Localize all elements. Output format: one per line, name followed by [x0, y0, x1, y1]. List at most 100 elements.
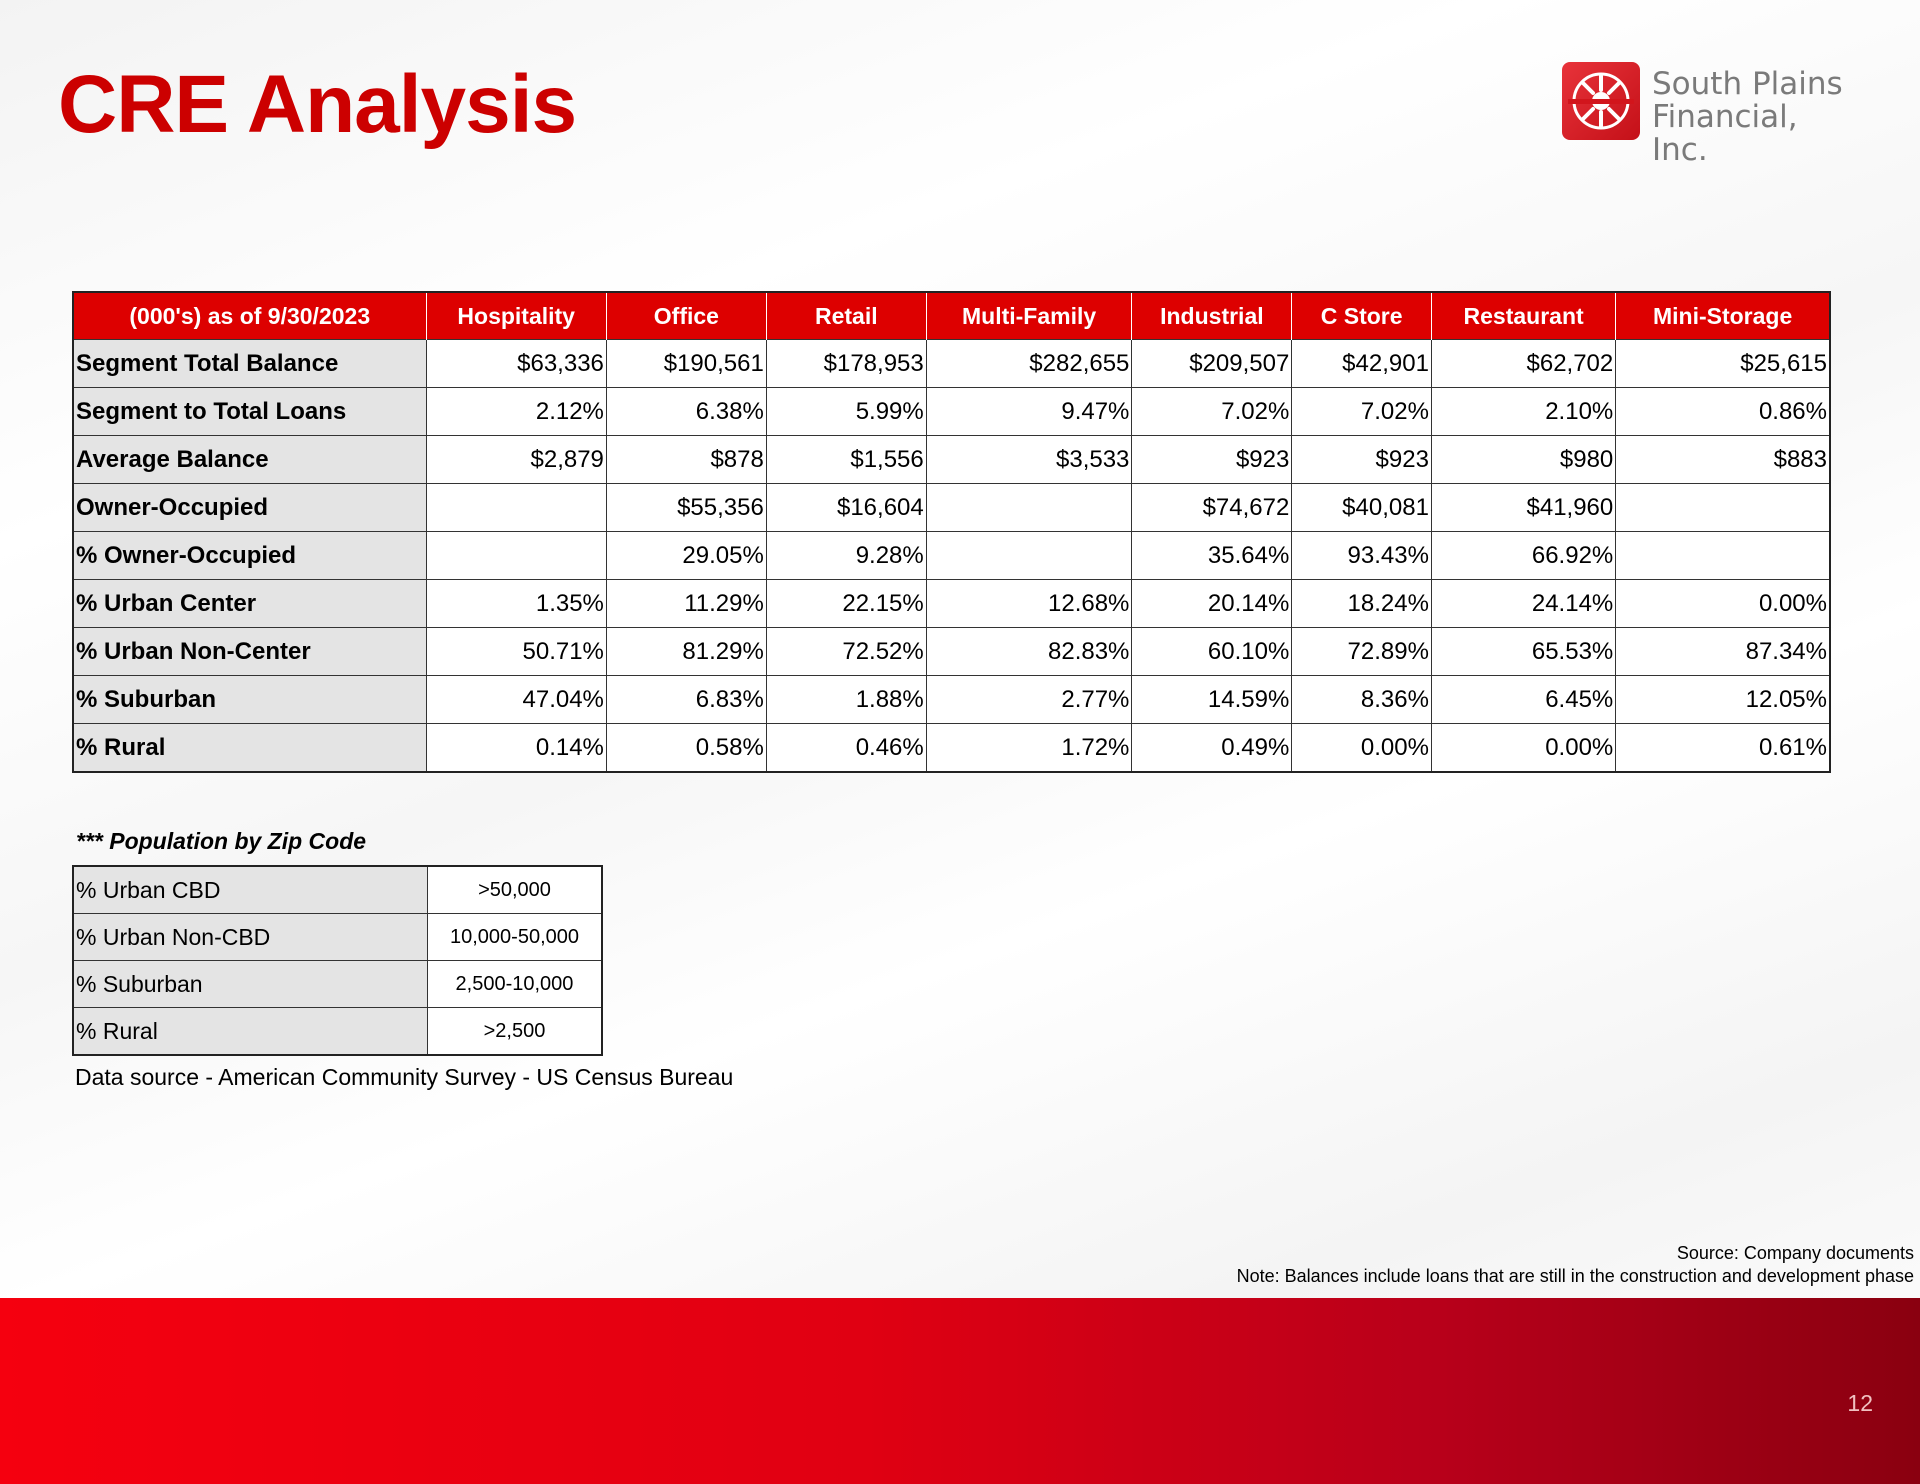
table-cell: 6.83%	[605, 675, 767, 724]
table-row: % Urban Non-Center 50.71% 81.29% 72.52% 82.8…	[72, 627, 1831, 676]
table-row: % Suburban 47.04% 6.83% 1.88% 2.77% 14.59% 8.3…	[72, 675, 1831, 724]
table-cell: 6.45%	[1430, 675, 1617, 724]
table-cell: 6.38%	[605, 387, 767, 436]
column-header: Retail	[766, 292, 927, 340]
table-cell: 65.53%	[1430, 627, 1617, 676]
row-label: % Urban Center	[72, 579, 427, 628]
column-header: C Store	[1291, 292, 1432, 340]
table-cell: 0.49%	[1131, 723, 1293, 773]
column-header: Industrial	[1131, 292, 1293, 340]
table-row: Owner-Occupied $55,356 $16,604 $74,672 $40,0…	[72, 483, 1831, 532]
table-cell: 0.00%	[1430, 723, 1617, 773]
population-row: % Suburban 2,500-10,000	[72, 960, 603, 1008]
population-value: 2,500-10,000	[427, 960, 603, 1008]
table-cell: $923	[1291, 435, 1432, 484]
table-cell: $25,615	[1615, 339, 1831, 388]
table-cell: 72.52%	[765, 627, 927, 676]
table-cell: 11.29%	[605, 579, 767, 628]
logo-line-1: South Plains	[1652, 66, 1843, 102]
table-cell: 0.00%	[1291, 723, 1432, 773]
table-cell: 72.89%	[1291, 627, 1432, 676]
table-cell: 14.59%	[1131, 675, 1293, 724]
page-number: 12	[1847, 1390, 1873, 1416]
table-cell: 50.71%	[425, 627, 607, 676]
table-cell: $1,556	[765, 435, 927, 484]
row-label: % Owner-Occupied	[72, 531, 427, 580]
table-cell: 5.99%	[765, 387, 927, 436]
company-logo: South Plains Financial, Inc.	[1562, 62, 1862, 167]
logo-line-2: Financial, Inc.	[1652, 99, 1798, 168]
table-cell: 2.12%	[425, 387, 607, 436]
table-cell: 81.29%	[605, 627, 767, 676]
table-cell: 66.92%	[1430, 531, 1617, 580]
column-header: Restaurant	[1431, 292, 1617, 340]
footnotes: Source: Company documents Note: Balances…	[1237, 1242, 1914, 1288]
table-cell: $209,507	[1131, 339, 1293, 388]
table-cell: $40,081	[1291, 483, 1432, 532]
page-title: CRE Analysis	[58, 59, 577, 150]
population-table: % Urban CBD >50,000% Urban Non-CBD 10,000-…	[72, 865, 603, 1056]
column-header: Multi-Family	[926, 292, 1133, 340]
column-header: Mini-Storage	[1615, 292, 1830, 340]
population-label: % Rural	[72, 1007, 428, 1056]
table-cell: $883	[1615, 435, 1831, 484]
table-cell: 1.35%	[425, 579, 607, 628]
table-cell: 82.83%	[925, 627, 1133, 676]
table-cell	[425, 531, 607, 580]
population-row: % Urban Non-CBD 10,000-50,000	[72, 913, 603, 961]
table-cell: 47.04%	[425, 675, 607, 724]
column-header: Office	[606, 292, 767, 340]
row-label: % Urban Non-Center	[72, 627, 427, 676]
row-label: Owner-Occupied	[72, 483, 427, 532]
row-label: Segment to Total Loans	[72, 387, 427, 436]
table-cell: $878	[605, 435, 767, 484]
table-row: Segment Total Balance $63,336 $190,561 $178…	[72, 339, 1831, 388]
column-header: Hospitality	[426, 292, 607, 340]
table-cell: 60.10%	[1131, 627, 1293, 676]
population-value: 10,000-50,000	[427, 913, 603, 961]
table-cell: 7.02%	[1131, 387, 1293, 436]
table-cell: $74,672	[1131, 483, 1293, 532]
table-cell: $282,655	[925, 339, 1133, 388]
table-cell: $55,356	[605, 483, 767, 532]
cre-table: (000's) as of 9/30/2023 Hospitality Offi…	[72, 291, 1831, 773]
table-cell: $923	[1131, 435, 1293, 484]
row-label: Average Balance	[72, 435, 427, 484]
population-row: % Rural >2,500	[72, 1007, 603, 1056]
table-cell: 9.28%	[765, 531, 927, 580]
population-title: *** Population by Zip Code	[76, 828, 367, 854]
table-cell: 7.02%	[1291, 387, 1432, 436]
population-label: % Suburban	[72, 960, 428, 1008]
table-cell: 1.72%	[925, 723, 1133, 773]
table-cell: 0.00%	[1615, 579, 1831, 628]
table-cell: $2,879	[425, 435, 607, 484]
table-cell: 29.05%	[605, 531, 767, 580]
table-cell: 35.64%	[1131, 531, 1293, 580]
table-cell: 87.34%	[1615, 627, 1831, 676]
table-cell: $980	[1430, 435, 1617, 484]
population-value: >2,500	[427, 1007, 603, 1056]
population-row: % Urban CBD >50,000	[72, 865, 603, 914]
table-cell	[925, 483, 1133, 532]
table-cell: $178,953	[765, 339, 927, 388]
table-cell: 0.14%	[425, 723, 607, 773]
data-source-note: Data source - American Community Survey …	[75, 1064, 734, 1090]
table-cell: 93.43%	[1291, 531, 1432, 580]
row-label: Segment Total Balance	[72, 339, 427, 388]
table-cell: $190,561	[605, 339, 767, 388]
table-cell: 2.10%	[1430, 387, 1617, 436]
table-row: % Owner-Occupied 29.05% 9.28% 35.64% 93.43% 6…	[72, 531, 1831, 580]
table-cell: 9.47%	[925, 387, 1133, 436]
table-cell: 18.24%	[1291, 579, 1432, 628]
row-label: % Rural	[72, 723, 427, 773]
table-cell: 2.77%	[925, 675, 1133, 724]
row-label: % Suburban	[72, 675, 427, 724]
table-cell: 0.61%	[1615, 723, 1831, 773]
table-cell: 22.15%	[765, 579, 927, 628]
population-value: >50,000	[427, 865, 603, 914]
table-cell	[1615, 483, 1831, 532]
table-cell	[425, 483, 607, 532]
table-cell: 1.88%	[765, 675, 927, 724]
footer-band	[0, 1298, 1920, 1484]
table-cell: $63,336	[425, 339, 607, 388]
